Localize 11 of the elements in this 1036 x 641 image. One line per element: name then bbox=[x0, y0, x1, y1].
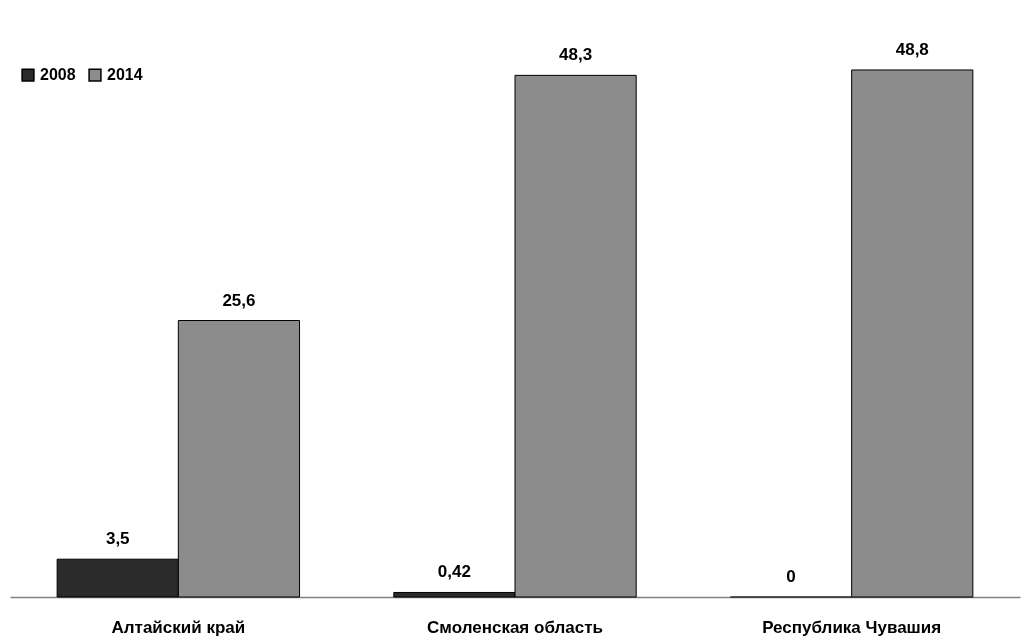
legend-label: 2008 bbox=[40, 66, 76, 84]
data-label: 0,42 bbox=[437, 562, 471, 582]
data-label: 48,8 bbox=[895, 39, 929, 59]
x-tick-label: Республика Чувашия bbox=[762, 617, 942, 637]
data-label: 25,6 bbox=[222, 290, 256, 310]
data-label: 48,3 bbox=[559, 45, 593, 65]
legend-label: 2014 bbox=[107, 66, 143, 84]
data-label: 3,5 bbox=[105, 529, 130, 549]
x-tick-label: Алтайский край bbox=[111, 617, 246, 637]
x-tick-label: Смоленская область bbox=[427, 617, 603, 637]
data-label: 0 bbox=[786, 567, 796, 586]
